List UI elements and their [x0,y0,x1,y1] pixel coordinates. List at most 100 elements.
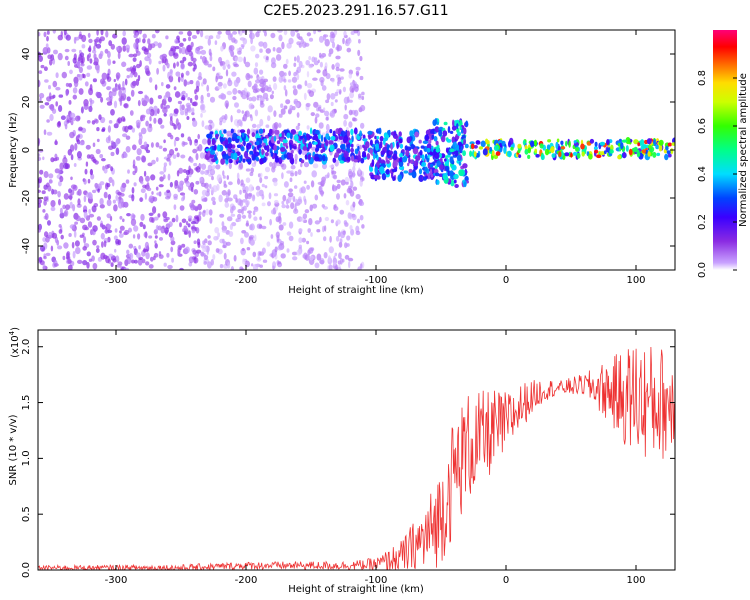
spectral-cell [69,201,73,209]
spectral-cell [163,162,168,167]
spectral-cell [229,223,233,230]
spectral-cell [275,54,282,61]
spectral-cell [259,177,263,184]
spectral-cell [75,215,81,222]
spectral-cell [360,157,365,164]
spectral-cell [137,258,143,266]
spectral-cell [464,143,469,149]
spectral-cell [265,56,269,61]
spectral-cell [179,183,183,188]
spectral-cell [38,70,43,74]
spectral-cell [335,66,340,72]
spectral-cell [271,166,276,173]
spectral-cell [110,109,115,116]
spectral-cell [462,127,467,135]
spectral-cell [259,48,263,53]
spectral-cell [239,161,243,170]
spectral-cell [376,136,380,140]
spectral-cell [48,231,53,240]
spectral-cell [49,103,55,112]
spectral-cell [264,166,271,173]
spectral-cell [114,248,117,253]
spectral-cell [379,135,384,142]
spectral-cell [606,139,610,146]
spectral-cell [165,216,170,221]
spectral-cell [65,82,70,87]
snr-x-tick-label: 100 [626,575,645,586]
spectral-cell [195,249,202,254]
spectral-cell [237,198,242,206]
spectral-cell [89,58,93,64]
spectral-cell [38,32,41,37]
spectral-cell [270,32,276,39]
spectral-cell [61,71,67,79]
spectral-cell [277,30,283,33]
spectral-cell [150,43,156,49]
spectral-cell [358,93,362,99]
spectral-cell [224,202,230,208]
spectral-cell [240,154,243,161]
spectral-cell [177,185,181,193]
spectral-cell [287,79,292,83]
spectral-cell [557,146,561,151]
spectral-cell [453,173,459,180]
spectral-cell [343,193,347,199]
spectral-cell [95,91,100,97]
spectral-cell [652,151,657,158]
spectral-cell [251,132,255,138]
spectral-cell [226,216,233,222]
spectral-cell [83,178,87,185]
spectral-cell [181,243,186,248]
spectral-cell [446,139,452,143]
spectral-cell [428,139,432,144]
spectral-cell [418,168,423,175]
spectral-cell [73,230,77,238]
spectral-cell [291,144,294,149]
spectral-cell [273,82,278,91]
spectral-cell [426,147,431,153]
spectral-cell [367,130,373,135]
spectral-cell [86,120,91,124]
spectral-cell [555,141,559,150]
spectral-cell [324,216,330,222]
spectral-cell [297,122,301,127]
spectral-cell [306,240,310,245]
spectral-cell [197,203,203,211]
spectral-cell [324,110,330,117]
spectral-cell [273,193,279,197]
spectral-cell [248,103,254,110]
spectral-cell [353,83,357,89]
spectral-cell [99,223,104,228]
spectral-cell [317,133,321,140]
spectral-cell [152,196,158,202]
spectral-cell [99,154,104,159]
spectral-cell [209,96,216,103]
spectral-cell [323,225,327,232]
spectral-cell [232,132,238,140]
spectral-cell [340,130,346,137]
spectral-cell [558,151,562,158]
spectral-cell [150,256,154,262]
spectral-cell [236,144,241,149]
spectral-cell [78,74,83,81]
spectral-cell [154,84,158,91]
spectral-cell [255,156,259,162]
spectral-cell [110,43,116,50]
spectral-cell [346,127,349,131]
spectral-cell [163,262,167,267]
spectral-cell [272,47,276,52]
spectral-cell [317,59,320,64]
spectral-cell [149,97,154,105]
spectral-cell [215,75,218,83]
spectral-cell [283,105,288,110]
spectral-cell [392,153,398,161]
spectral-cell [322,69,328,77]
spectral-cell [440,135,446,143]
spectral-cell [88,53,91,58]
spectral-cell [323,236,327,242]
spectral-cell [198,144,203,152]
spectral-cell [58,229,63,234]
spectral-cell [311,146,316,151]
spectral-cell [63,211,67,217]
spectral-cell [267,201,271,207]
